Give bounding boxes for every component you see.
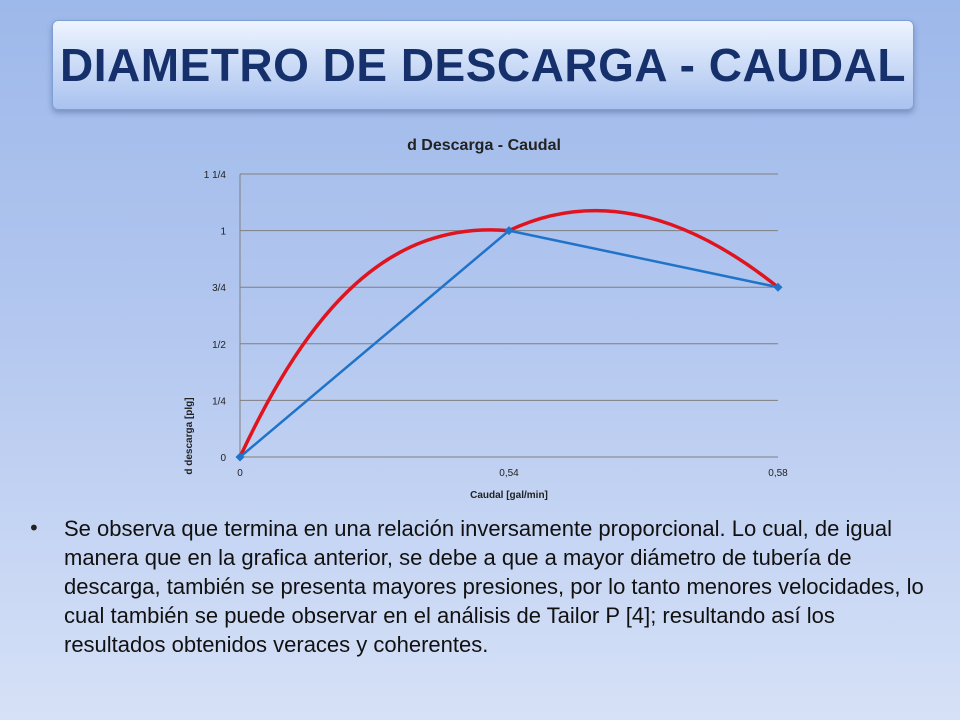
x-axis-label: Caudal [gal/min] — [470, 490, 548, 501]
series-red-curve — [238, 208, 780, 459]
x-tick-label: 0,54 — [499, 468, 519, 479]
x-tick-label: 0,58 — [768, 468, 788, 479]
x-tick-label: 0 — [237, 468, 243, 479]
y-tick-label: 1/2 — [212, 340, 226, 351]
y-tick-label: 0 — [220, 453, 226, 464]
slide-title: DIAMETRO DE DESCARGA - CAUDAL — [60, 39, 906, 91]
bullet-icon: • — [28, 516, 40, 540]
y-tick-label: 3/4 — [212, 283, 226, 294]
bullet-list: • Se observa que termina en una relación… — [28, 514, 928, 659]
y-tick-label: 1 1/4 — [204, 170, 227, 181]
y-tick-label: 1/4 — [212, 396, 226, 407]
chart-title: d Descarga - Caudal — [407, 137, 561, 154]
bullet-text: Se observa que termina en una relación i… — [64, 516, 924, 657]
chart: d Descarga - Caudal 0 1/4 1/2 3/4 1 1 1/4 0 0,… — [184, 137, 788, 501]
y-axis-label: d descarga [plg] — [184, 397, 195, 474]
data-point-marker — [235, 452, 245, 462]
y-tick-label: 1 — [220, 227, 226, 238]
data-point-marker — [504, 226, 514, 236]
title-box: DIAMETRO DE DESCARGA - CAUDAL — [52, 20, 914, 110]
data-point-marker — [773, 282, 783, 292]
